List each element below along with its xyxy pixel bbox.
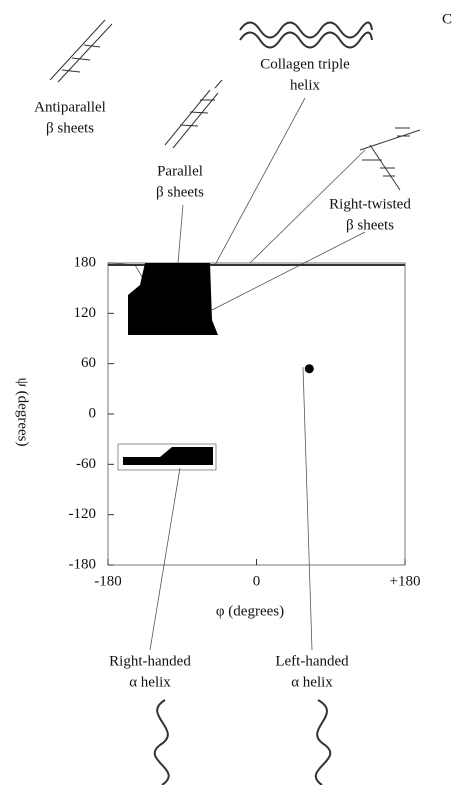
annotation: β sheets xyxy=(346,217,394,233)
y-tick-label: 0 xyxy=(89,405,97,421)
y-tick-label: -120 xyxy=(69,506,97,522)
x-tick-label: -180 xyxy=(94,573,122,589)
annotation: β sheets xyxy=(156,184,204,200)
right-helix-icon xyxy=(153,699,170,785)
beta-region xyxy=(128,263,218,335)
alpha-region xyxy=(123,447,213,465)
panel-label: C xyxy=(442,11,452,27)
x-axis-label: φ (degrees) xyxy=(216,603,284,619)
annotation: Left-handed xyxy=(275,653,349,669)
annotation: Antiparallel xyxy=(34,99,106,115)
annotation: Collagen triple xyxy=(260,56,350,72)
twisted-icon xyxy=(359,127,421,191)
annotation: helix xyxy=(290,77,320,93)
y-tick-label: -180 xyxy=(69,556,97,572)
y-axis-label: ψ (degrees) xyxy=(15,378,31,447)
leader-lines xyxy=(109,97,366,651)
y-tick-label: 120 xyxy=(74,305,97,321)
x-tick-label: 0 xyxy=(253,573,261,589)
parallel-icon xyxy=(164,79,223,149)
annotation: β sheets xyxy=(46,120,94,136)
point xyxy=(304,364,314,374)
annotation: Parallel xyxy=(157,163,203,179)
collagen-icon xyxy=(239,21,373,49)
x-tick-label: +180 xyxy=(390,573,421,589)
left-helix-icon xyxy=(314,699,332,785)
alpha-region-box xyxy=(117,443,217,471)
y-tick-label: 180 xyxy=(74,254,97,270)
antiparallel-icon xyxy=(49,19,113,83)
annotation: α helix xyxy=(129,674,171,690)
y-tick-label: -60 xyxy=(76,456,96,472)
annotation: Right-handed xyxy=(109,653,191,669)
annotation: α helix xyxy=(291,674,333,690)
y-tick-label: 60 xyxy=(81,355,96,371)
annotation: Right-twisted xyxy=(329,196,411,212)
